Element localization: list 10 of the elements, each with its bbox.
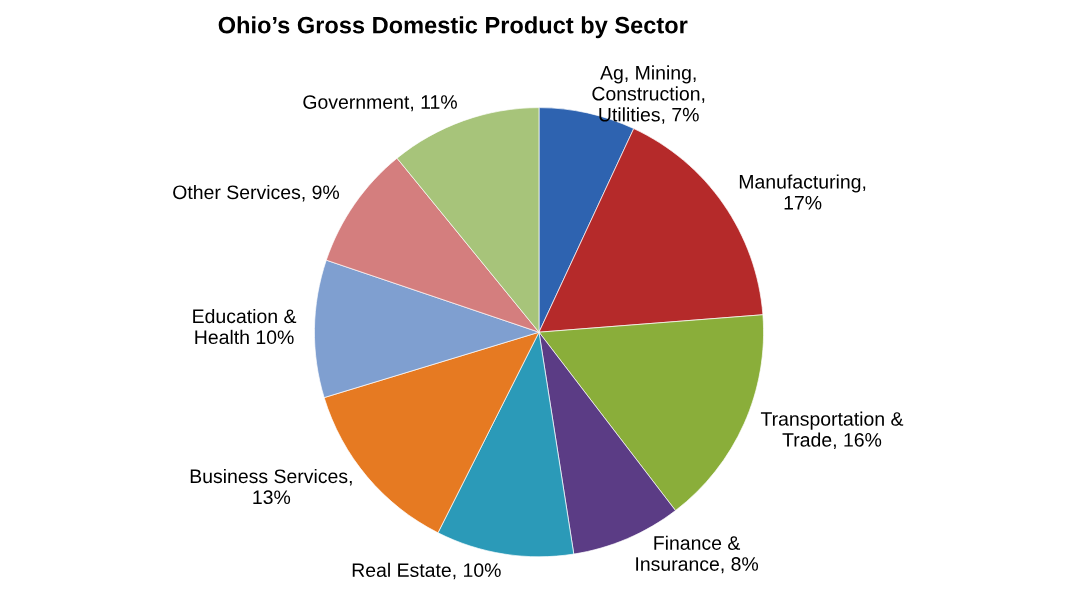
chart-title: Ohio’s Gross Domestic Product by Sector <box>218 16 688 39</box>
slice-label: Finance & Insurance, 8% <box>636 535 759 574</box>
slice-label: Ag, Mining, Construction, Utilities, 7% <box>592 65 705 124</box>
slice-label: Government, 11% <box>303 95 457 112</box>
slice-label: Other Services, 9% <box>173 184 340 202</box>
slice-label: Manufacturing, 17% <box>739 174 866 210</box>
slice-label: Real Estate, 10% <box>352 562 501 580</box>
slice-label: Transportation & Trade, 16% <box>760 411 904 450</box>
slice-label: Education & Health 10% <box>193 308 297 345</box>
slice-label: Business Services, 13% <box>190 468 352 505</box>
